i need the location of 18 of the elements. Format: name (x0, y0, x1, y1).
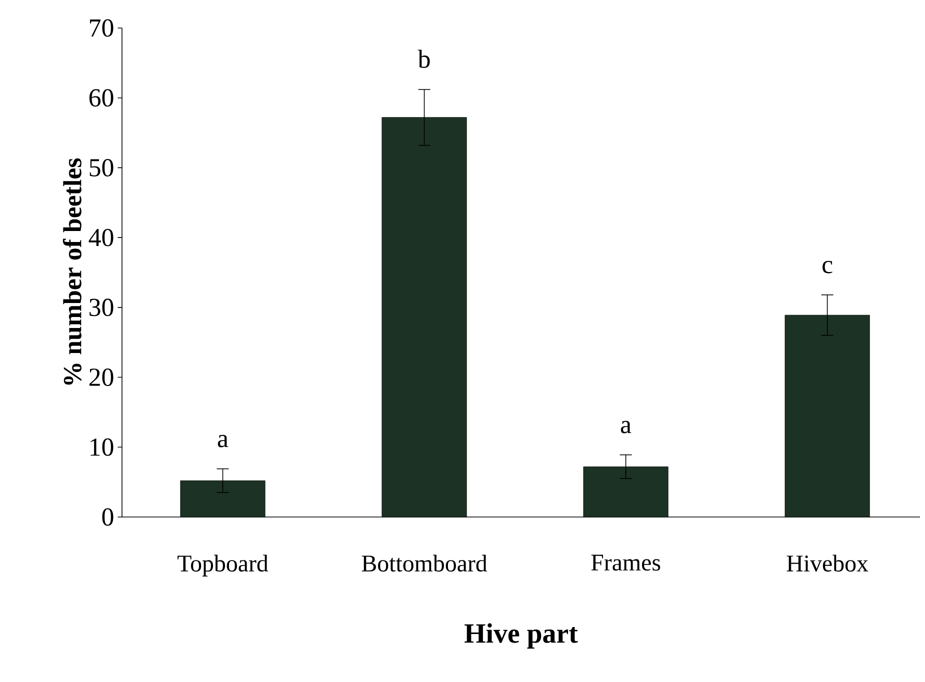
x-tick-label: Bottomboard (362, 554, 488, 572)
y-tick-label: 0 (102, 508, 114, 526)
x-tick-label: Frames (591, 554, 660, 571)
y-tick-label: 50 (90, 158, 114, 176)
y-tick-label: 10 (90, 438, 114, 456)
x-axis-title: Hive part (464, 623, 578, 649)
y-axis-title: % number of beetles (62, 158, 82, 385)
y-tick-label: 30 (90, 298, 114, 316)
y-tick-label: 20 (89, 368, 114, 386)
annotation: a (620, 420, 632, 434)
y-tick-label: 70 (90, 19, 114, 37)
annotation: c (822, 260, 832, 274)
annotation: b (418, 50, 430, 68)
x-tick-label: Hivebox (786, 554, 868, 572)
x-tick-label: Topboard (178, 554, 268, 576)
y-tick-label: 40 (88, 228, 114, 246)
y-tick-label: 60 (89, 89, 114, 107)
annotation: a (218, 434, 228, 448)
